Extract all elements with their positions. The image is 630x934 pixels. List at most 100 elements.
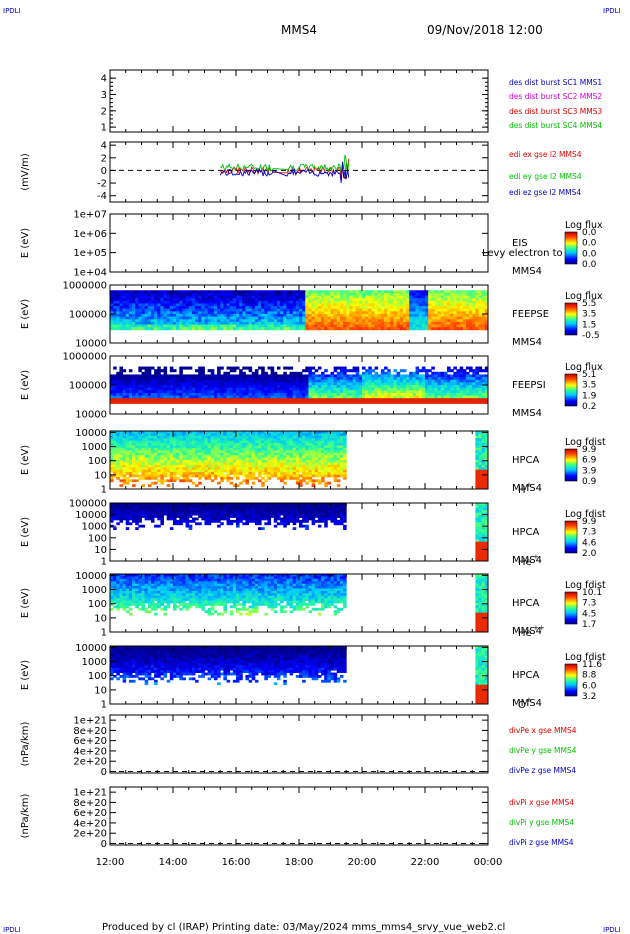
spectrogram-cell xyxy=(289,457,294,461)
spectrogram-cell xyxy=(125,382,130,386)
spectrogram-cell xyxy=(462,292,467,296)
spectrogram-cell xyxy=(191,390,196,394)
spectrogram-cell xyxy=(324,298,328,302)
spectrogram-cell xyxy=(110,290,114,294)
spectrogram-cell xyxy=(254,327,259,331)
spectrogram-cell xyxy=(264,431,268,434)
spectrogram-cell xyxy=(251,450,256,454)
spectrogram-cell xyxy=(207,290,212,294)
spectrogram-cell xyxy=(210,300,215,304)
spectrogram-cell xyxy=(258,433,262,437)
spectrogram-cell xyxy=(425,385,429,389)
spectrogram-cell xyxy=(292,438,297,442)
spectrogram-cell xyxy=(270,462,275,466)
spectrogram-cell xyxy=(188,455,193,458)
spectrogram-cell xyxy=(440,392,445,396)
spectrogram-cell xyxy=(141,438,146,442)
spectrogram-cell xyxy=(220,431,224,434)
spectrogram-cell xyxy=(110,443,114,446)
spectrogram-cell xyxy=(390,319,394,323)
spectrogram-cell xyxy=(157,440,161,444)
spectrogram-cell xyxy=(317,314,322,318)
spectrogram-cell xyxy=(264,324,268,328)
spectrogram-cell xyxy=(135,455,139,458)
spectrogram-cell xyxy=(371,324,375,328)
spectrogram-cell xyxy=(431,371,435,375)
spectrogram-cell xyxy=(204,382,209,386)
spectrogram-cell xyxy=(368,382,372,386)
spectrogram-cell xyxy=(191,462,196,466)
spectrogram-cell xyxy=(336,321,341,325)
spectrogram-cell xyxy=(355,387,360,391)
spectrogram-cell xyxy=(343,392,347,396)
spectrogram-cell xyxy=(346,316,350,320)
spectrogram-cell xyxy=(223,298,227,302)
spectrogram-cell xyxy=(302,431,306,434)
spectrogram-cell xyxy=(418,319,423,323)
spectrogram-cell xyxy=(182,292,186,296)
spectrogram-cell xyxy=(305,450,309,454)
spectrogram-cell xyxy=(185,300,190,304)
spectrogram-cell xyxy=(299,382,303,386)
spectrogram-cell xyxy=(447,300,451,304)
spectrogram-cell xyxy=(478,369,483,373)
spectrogram-cell xyxy=(295,319,300,323)
spectrogram-cell xyxy=(198,369,202,373)
spectrogram-cell xyxy=(384,308,388,312)
spectrogram-cell xyxy=(387,395,391,399)
spectrogram-cell xyxy=(286,400,290,404)
spectrogram-cell xyxy=(223,452,227,456)
spectrogram-cell xyxy=(245,443,249,446)
spectrogram-cell xyxy=(128,387,133,391)
spectrogram-cell xyxy=(264,443,268,446)
spectrogram-cell xyxy=(220,464,224,468)
spectrogram-cell xyxy=(166,300,171,304)
spectrogram-cell xyxy=(135,469,139,473)
spectrogram-cell xyxy=(251,481,256,485)
spectrogram-cell xyxy=(425,327,429,331)
spectrogram-cell xyxy=(132,327,136,331)
spectrogram-cell xyxy=(213,431,218,434)
spectrogram-cell xyxy=(144,452,149,456)
spectrogram-cell xyxy=(179,431,183,434)
spectrogram-cell xyxy=(132,457,136,461)
y-tick-label: 1e+06 xyxy=(73,229,107,240)
spectrogram-cell xyxy=(280,476,284,480)
spectrogram-cell xyxy=(305,306,309,310)
spectrogram-cell xyxy=(128,300,133,304)
spectrogram-cell xyxy=(308,438,312,442)
spectrogram-cell xyxy=(409,324,413,328)
spectrogram-cell xyxy=(217,314,221,318)
spectrogram-cell xyxy=(396,379,401,383)
spectrogram-cell xyxy=(185,314,190,318)
spectrogram-cell xyxy=(245,450,249,454)
spectrogram-cell xyxy=(188,316,193,320)
spectrogram-cell xyxy=(113,311,117,315)
spectrogram-cell xyxy=(223,308,227,312)
spectrogram-cell xyxy=(245,438,249,442)
spectrogram-cell xyxy=(188,445,193,449)
spectrogram-cell xyxy=(273,450,278,454)
spectrogram-cell xyxy=(119,292,123,296)
spectrogram-cell xyxy=(261,445,265,449)
spectrogram-cell xyxy=(188,433,193,437)
spectrogram-cell xyxy=(195,457,199,461)
spectrogram-cell xyxy=(195,324,199,328)
spectrogram-cell xyxy=(141,385,146,389)
spectrogram-cell xyxy=(273,431,278,434)
spectrogram-cell xyxy=(217,464,221,468)
spectrogram-cell xyxy=(195,433,199,437)
spectrogram-cell xyxy=(280,308,284,312)
spectrogram-cell xyxy=(292,316,297,320)
spectrogram-cell xyxy=(308,327,312,331)
spectrogram-cell xyxy=(110,457,114,461)
spectrogram-cell xyxy=(245,474,249,478)
spectrogram-cell xyxy=(258,292,262,296)
spectrogram-cell xyxy=(349,385,353,389)
spectrogram-cell xyxy=(267,308,272,312)
spectrogram-cell xyxy=(210,321,215,325)
spectrogram-cell xyxy=(475,385,479,389)
spectrogram-cell xyxy=(270,474,275,478)
spectrogram-cell xyxy=(242,382,246,386)
spectrogram-cell xyxy=(305,385,309,389)
